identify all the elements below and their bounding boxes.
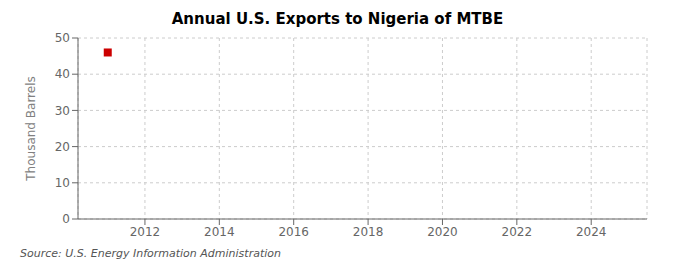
html-text:Source: U.S. Energy Informatio: Source: U.S. Energy Information Administ…	[20, 247, 281, 260]
svg-text:Thousand Barrels: Thousand Barrels	[24, 76, 38, 181]
html-text:Annual U.S. Exports to Nigeria: Annual U.S. Exports to Nigeria of MTBE	[171, 10, 504, 28]
svg-text:2018: 2018	[353, 225, 384, 239]
svg-text:0: 0	[62, 212, 70, 226]
svg-text:30: 30	[55, 104, 70, 118]
svg-text:2016: 2016	[278, 225, 309, 239]
svg-text:10: 10	[55, 176, 70, 190]
svg-text:2012: 2012	[130, 225, 161, 239]
svg-text:2024: 2024	[576, 225, 607, 239]
svg-text:2022: 2022	[502, 225, 533, 239]
svg-text:50: 50	[55, 31, 70, 45]
svg-text:40: 40	[55, 67, 70, 81]
svg-text:2020: 2020	[427, 225, 458, 239]
svg-text:20: 20	[55, 140, 70, 154]
svg-text:2014: 2014	[204, 225, 235, 239]
